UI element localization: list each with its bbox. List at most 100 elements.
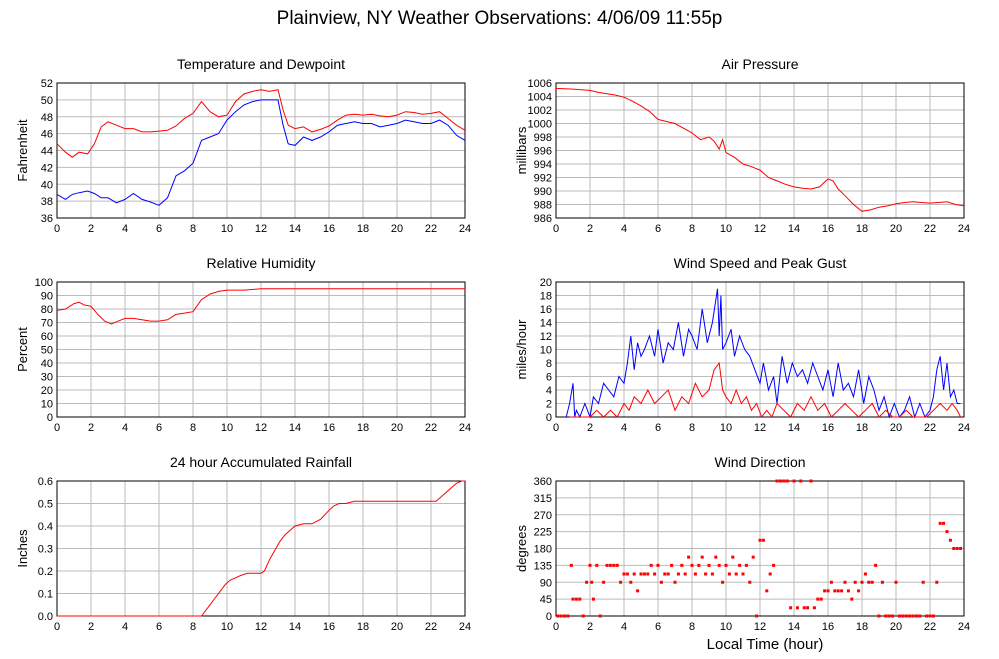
- direction-data-point: [772, 563, 776, 567]
- direction-data-point: [676, 572, 680, 576]
- direction-data-point: [884, 614, 888, 618]
- direction-data-point: [663, 572, 667, 576]
- direction-data-point: [727, 572, 731, 576]
- wind-y-tick-label: 6: [546, 372, 552, 384]
- humidity-x-tick-label: 4: [122, 422, 128, 434]
- rain-x-tick-label: 24: [459, 621, 471, 633]
- direction-data-point: [785, 479, 789, 483]
- rain-x-tick-label: 0: [54, 621, 60, 633]
- direction-data-point: [840, 589, 844, 593]
- temp-y-tick-label: 40: [41, 179, 53, 191]
- direction-data-point: [959, 547, 963, 550]
- pressure-x-tick-label: 18: [856, 223, 868, 235]
- wind-x-tick-label: 8: [689, 422, 695, 434]
- direction-data-point: [853, 580, 857, 584]
- temp-x-tick-label: 16: [323, 223, 335, 235]
- direction-data-point: [874, 563, 878, 567]
- temp-y-tick-label: 50: [41, 95, 53, 107]
- temp-x-tick-label: 2: [88, 223, 94, 235]
- direction-data-point: [649, 563, 653, 567]
- humidity-x-tick-label: 20: [391, 422, 403, 434]
- direction-data-point: [761, 538, 765, 542]
- direction-data-point: [602, 580, 606, 584]
- rain-y-tick-label: 0.1: [38, 589, 53, 601]
- direction-chart-title: Wind Direction: [714, 454, 805, 470]
- temp-x-tick-label: 14: [289, 223, 301, 235]
- direction-data-point: [636, 589, 640, 593]
- direction-data-point: [935, 580, 939, 584]
- pressure-x-tick-label: 4: [621, 223, 627, 235]
- pressure-x-tick-label: 10: [720, 223, 732, 235]
- pressure-x-tick-label: 14: [788, 223, 800, 235]
- direction-data-point: [639, 572, 643, 576]
- temp-y-tick-label: 52: [41, 78, 53, 90]
- rain-x-tick-label: 6: [156, 621, 162, 633]
- pressure-x-tick-label: 0: [553, 223, 559, 235]
- direction-data-point: [823, 589, 827, 593]
- direction-data-point: [918, 614, 922, 618]
- humidity-y-tick-label: 70: [41, 318, 53, 330]
- temp-x-tick-label: 8: [190, 223, 196, 235]
- wind-x-tick-label: 4: [621, 422, 627, 434]
- wind-x-tick-label: 12: [754, 422, 766, 434]
- direction-data-point: [656, 563, 660, 567]
- direction-data-point: [581, 614, 585, 618]
- wind-chart-title: Wind Speed and Peak Gust: [674, 255, 847, 271]
- direction-data-point: [829, 580, 833, 584]
- direction-data-point: [590, 580, 594, 584]
- rain-y-tick-label: 0.5: [38, 499, 53, 511]
- direction-data-point: [585, 580, 589, 584]
- direction-data-point: [731, 555, 735, 559]
- pressure-x-tick-label: 20: [890, 223, 902, 235]
- pressure-series-line-red: [555, 87, 965, 212]
- humidity-x-tick-label: 14: [289, 422, 301, 434]
- rain-chart-title: 24 hour Accumulated Rainfall: [170, 454, 352, 470]
- temp-x-tick-label: 24: [459, 223, 471, 235]
- wind-x-tick-label: 14: [788, 422, 800, 434]
- rain-plot-frame: [56, 480, 466, 617]
- wind-x-tick-label: 0: [553, 422, 559, 434]
- pressure-y-tick-label: 998: [534, 132, 552, 144]
- humidity-x-tick-label: 10: [221, 422, 233, 434]
- direction-data-point: [741, 572, 745, 576]
- humidity-y-tick-label: 60: [41, 331, 53, 343]
- direction-y-tick-label: 360: [534, 476, 552, 488]
- direction-data-point: [897, 614, 901, 618]
- rain-y-tick-label: 0.3: [38, 544, 53, 556]
- humidity-x-tick-label: 12: [255, 422, 267, 434]
- wind-y-tick-label: 4: [546, 385, 552, 397]
- direction-data-point: [571, 597, 575, 601]
- pressure-x-tick-label: 24: [958, 223, 970, 235]
- wind-y-tick-label: 14: [540, 318, 552, 330]
- direction-data-point: [877, 614, 881, 618]
- direction-y-tick-label: 90: [540, 577, 552, 589]
- temp-plot-frame: [56, 82, 466, 219]
- humidity-y-tick-label: 40: [41, 358, 53, 370]
- temp-series-line-red: [56, 89, 466, 158]
- direction-data-point: [598, 614, 602, 618]
- rain-x-tick-label: 18: [357, 621, 369, 633]
- wind-y-axis-label: miles/hour: [514, 319, 529, 380]
- rain-x-tick-label: 22: [425, 621, 437, 633]
- direction-y-tick-label: 270: [534, 510, 552, 522]
- pressure-plot-frame: [555, 82, 965, 219]
- temp-x-tick-label: 0: [54, 223, 60, 235]
- direction-data-point: [724, 563, 728, 567]
- direction-data-point: [948, 538, 952, 542]
- direction-data-point: [566, 614, 570, 618]
- direction-data-point: [938, 521, 942, 525]
- direction-data-point: [615, 563, 619, 567]
- direction-data-point: [925, 614, 929, 618]
- direction-data-point: [574, 597, 578, 601]
- temp-x-tick-label: 6: [156, 223, 162, 235]
- humidity-x-tick-label: 16: [323, 422, 335, 434]
- direction-data-point: [687, 555, 691, 559]
- temp-y-axis-label: Fahrenheit: [15, 119, 30, 182]
- direction-data-point: [799, 479, 803, 483]
- direction-data-point: [734, 572, 738, 576]
- temp-x-tick-label: 20: [391, 223, 403, 235]
- direction-data-point: [591, 597, 595, 601]
- direction-data-point: [921, 580, 925, 584]
- temp-chart-title: Temperature and Dewpoint: [177, 56, 345, 72]
- wind-plot-frame: [555, 281, 965, 418]
